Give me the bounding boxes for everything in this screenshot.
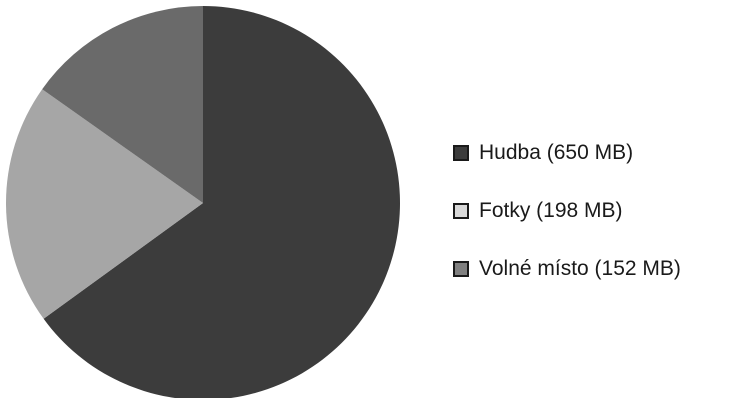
- legend-swatch-hudba: [453, 144, 469, 161]
- legend-label-fotky: Fotky (198 MB): [479, 198, 623, 222]
- legend: Hudba (650 MB) Fotky (198 MB) Volné míst…: [453, 138, 736, 283]
- legend-item-volne-misto: Volné místo (152 MB): [453, 254, 736, 283]
- legend-swatch-volne-misto: [453, 260, 469, 277]
- legend-label-volne-misto: Volné místo (152 MB): [479, 256, 681, 280]
- legend-item-fotky: Fotky (198 MB): [453, 196, 736, 225]
- pie-slice-fotky: [5, 89, 204, 319]
- legend-label-hudba: Hudba (650 MB): [479, 140, 634, 164]
- legend-swatch-fotky: [453, 202, 469, 219]
- pie-slice-volne-misto: [42, 5, 204, 203]
- pie-slice-hudba: [43, 6, 400, 398]
- legend-item-hudba: Hudba (650 MB): [453, 138, 736, 167]
- pie-plot-area: [5, 5, 400, 398]
